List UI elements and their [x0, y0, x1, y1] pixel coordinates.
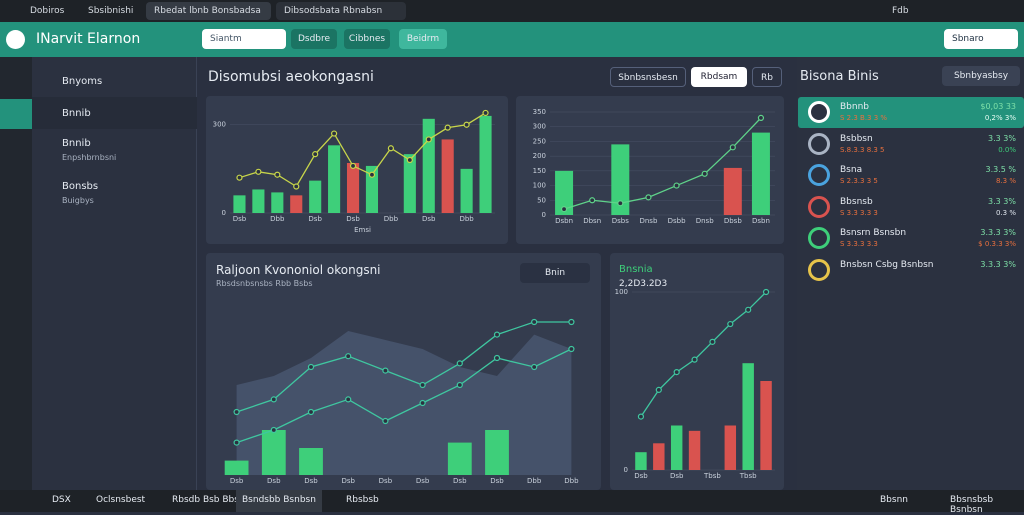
asset-value: 3.3 3%: [988, 133, 1016, 143]
nav-item[interactable]: Bnyoms: [62, 76, 103, 87]
taskbar-item[interactable]: Rbsbsb: [346, 495, 379, 505]
tab[interactable]: Dibsodsbata Rbnabsn: [276, 2, 406, 20]
sidebar: [32, 57, 197, 490]
asset-sub: S.8.3.3 8.3 5: [840, 145, 885, 154]
asset-row[interactable]: Bsna S 2.3.3 3 5 3.3.5 % 8.3 %: [798, 160, 1024, 191]
taskbar-item[interactable]: Oclsnsbest: [96, 495, 146, 505]
taskbar-item[interactable]: Bbsnsbsb Bsnbsn: [950, 495, 994, 515]
taskbar-item[interactable]: Rbsdb Bsb Bbs: [172, 495, 239, 505]
logo: [6, 30, 25, 49]
chart-panel: [206, 96, 508, 244]
asset-value: 3.3 3%: [988, 196, 1016, 206]
nav-sub: Buigbys: [62, 196, 94, 205]
asset-sub: S 3.3 3.3 3: [840, 208, 878, 217]
asset-icon: [808, 258, 830, 281]
search-box[interactable]: Siantm: [202, 29, 286, 49]
asset-value: 3.3.3 3%: [980, 228, 1016, 237]
asset-icon: [808, 132, 830, 155]
header-button[interactable]: Cibbnes: [344, 29, 390, 49]
chart-title: Raljoon Kvononiol okongsni: [216, 263, 381, 277]
taskbar-item[interactable]: Bbsnn: [880, 495, 908, 505]
asset-change: 0.3 %: [995, 208, 1016, 217]
taskbar: DSX Oclsnsbest Rbsdb Bsb Bbs Bsndsbb Bsn…: [0, 490, 1024, 515]
nav-item[interactable]: Bnnib: [62, 108, 91, 119]
chart-panel: [206, 253, 601, 490]
asset-name: Bsna: [840, 165, 863, 175]
asset-change: 0.0%: [998, 145, 1016, 154]
asset-sub: S 2.3.3 3 5: [840, 177, 878, 185]
asset-row[interactable]: Bbsnsb S 3.3 3.3 3 3.3 3% 0.3 %: [798, 192, 1024, 223]
app-title: INarvit Elarnon: [36, 31, 141, 47]
asset-row[interactable]: Bnsbsn Csbg Bsnbsn 3.3.3 3%: [798, 255, 1024, 286]
main-button[interactable]: Rb: [752, 67, 782, 87]
asset-value: 3.3.5 %: [985, 165, 1017, 174]
browser-menu[interactable]: Fdb: [892, 6, 909, 16]
asset-sub: S 2.3 B.3 3 %: [840, 114, 888, 122]
app-header: INarvit Elarnon Siantm Dsdbre Cibbnes Be…: [0, 22, 1024, 57]
right-panel: [797, 57, 1024, 490]
asset-name: Bbnnb: [840, 102, 870, 112]
main-button[interactable]: Rbdsam: [691, 67, 747, 87]
panel-title: Bisona Binis: [800, 69, 879, 84]
rail-active[interactable]: [0, 99, 32, 129]
asset-icon: [808, 164, 830, 186]
main-button[interactable]: Sbnbsnsbesn: [610, 67, 686, 87]
header-action[interactable]: Sbnaro: [944, 29, 1018, 49]
asset-row[interactable]: Bsbbsn S.8.3.3 8.3 5 3.3 3% 0.0%: [798, 129, 1024, 160]
panel-button[interactable]: Sbnbyasbsy: [942, 66, 1020, 86]
browser-bar: Dobiros Sbsibnishi Rbedat lbnb Bonsbadsa…: [0, 0, 1024, 22]
asset-value: 3.3.3 3%: [980, 259, 1016, 269]
chart-subtitle: Rbsdsnbsnsbs Rbb Bsbs: [216, 279, 313, 288]
nav-sub: Enpshbrnbsni: [62, 153, 117, 162]
asset-change: 0,2% 3%: [984, 114, 1016, 122]
sidebar-active: [32, 97, 197, 129]
main-title: Disomubsi aeokongasni: [208, 69, 374, 85]
chart-value: 2,2D3.2D3: [619, 279, 668, 289]
taskbar-item[interactable]: Bsndsbb Bsnbsn: [236, 490, 322, 512]
tab[interactable]: Sbsibnishi: [88, 6, 134, 16]
asset-name: Bbsnsb: [840, 196, 873, 207]
asset-name: Bnsbsn Csbg Bsnbsn: [840, 259, 934, 270]
chart-panel: [516, 96, 784, 244]
asset-name: Bsnsrn Bsnsbn: [840, 228, 907, 238]
asset-icon: [808, 101, 830, 123]
nav-item[interactable]: Bnnib: [62, 138, 91, 149]
chart-title: Bnsnia: [619, 264, 653, 275]
icon-rail: [0, 57, 32, 490]
asset-sub: S 3.3.3 3.3: [840, 240, 878, 248]
header-button[interactable]: Beidrm: [399, 29, 447, 49]
asset-row[interactable]: Bsnsrn Bsnsbn S 3.3.3 3.3 3.3.3 3% $ 0.3.3 …: [798, 223, 1024, 254]
asset-icon: [808, 195, 830, 218]
nav-item[interactable]: Bonsbs: [62, 181, 99, 192]
taskbar-item[interactable]: DSX: [52, 495, 71, 505]
header-button[interactable]: Dsdbre: [291, 29, 337, 49]
asset-value: $0,03 33: [980, 102, 1016, 111]
asset-change: 8.3 %: [995, 177, 1016, 185]
asset-change: $ 0.3.3 3%: [978, 240, 1016, 248]
asset-icon: [808, 227, 830, 249]
tab[interactable]: Dobiros: [30, 6, 65, 16]
asset-row[interactable]: Bbnnb S 2.3 B.3 3 % $0,03 33 0,2% 3%: [798, 97, 1024, 128]
tab[interactable]: Rbedat lbnb Bonsbadsa: [146, 2, 271, 20]
chart-button[interactable]: Bnin: [520, 263, 590, 283]
asset-name: Bsbbsn: [840, 133, 873, 144]
